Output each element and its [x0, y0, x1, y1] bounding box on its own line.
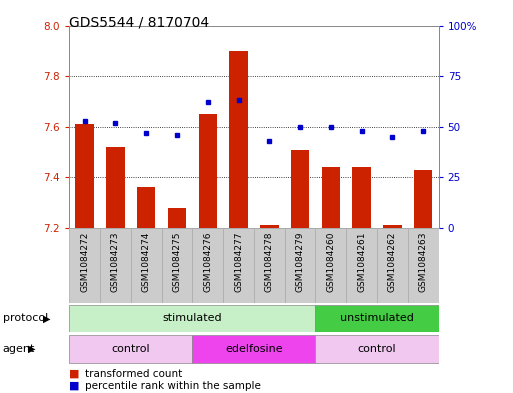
Bar: [223, 228, 254, 303]
Text: ▶: ▶: [43, 313, 50, 323]
Text: percentile rank within the sample: percentile rank within the sample: [85, 381, 261, 391]
Text: unstimulated: unstimulated: [340, 313, 414, 323]
Bar: [315, 335, 439, 363]
Text: GSM1084276: GSM1084276: [203, 231, 212, 292]
Bar: [254, 228, 285, 303]
Bar: [291, 149, 309, 228]
Bar: [346, 228, 377, 303]
Text: control: control: [111, 344, 150, 354]
Text: GSM1084262: GSM1084262: [388, 231, 397, 292]
Bar: [69, 305, 315, 332]
Text: ▶: ▶: [28, 344, 35, 354]
Bar: [199, 114, 217, 228]
Bar: [383, 226, 402, 228]
Text: transformed count: transformed count: [85, 369, 182, 379]
Bar: [352, 167, 371, 228]
Bar: [106, 147, 125, 228]
Bar: [315, 305, 439, 332]
Bar: [131, 228, 162, 303]
Text: GDS5544 / 8170704: GDS5544 / 8170704: [69, 16, 209, 30]
Bar: [192, 228, 223, 303]
Text: GSM1084277: GSM1084277: [234, 231, 243, 292]
Text: GSM1084273: GSM1084273: [111, 231, 120, 292]
Bar: [377, 228, 408, 303]
Bar: [315, 228, 346, 303]
Text: ■: ■: [69, 381, 80, 391]
Text: stimulated: stimulated: [163, 313, 222, 323]
Text: control: control: [358, 344, 397, 354]
Bar: [137, 187, 155, 228]
Text: GSM1084279: GSM1084279: [295, 231, 305, 292]
Text: agent: agent: [3, 344, 35, 354]
Text: GSM1084261: GSM1084261: [357, 231, 366, 292]
Bar: [229, 51, 248, 228]
Text: GSM1084263: GSM1084263: [419, 231, 428, 292]
Text: ■: ■: [69, 369, 80, 379]
Bar: [69, 228, 100, 303]
Text: GSM1084272: GSM1084272: [80, 231, 89, 292]
Text: GSM1084278: GSM1084278: [265, 231, 274, 292]
Bar: [75, 124, 94, 228]
Bar: [285, 228, 315, 303]
Text: GSM1084275: GSM1084275: [172, 231, 182, 292]
Text: GSM1084260: GSM1084260: [326, 231, 336, 292]
Bar: [100, 228, 131, 303]
Bar: [162, 228, 192, 303]
Bar: [168, 208, 186, 228]
Text: edelfosine: edelfosine: [225, 344, 283, 354]
Bar: [322, 167, 340, 228]
Bar: [260, 226, 279, 228]
Bar: [414, 170, 432, 228]
Bar: [69, 335, 192, 363]
Text: GSM1084274: GSM1084274: [142, 231, 151, 292]
Bar: [192, 335, 315, 363]
Bar: [408, 228, 439, 303]
Text: protocol: protocol: [3, 313, 48, 323]
